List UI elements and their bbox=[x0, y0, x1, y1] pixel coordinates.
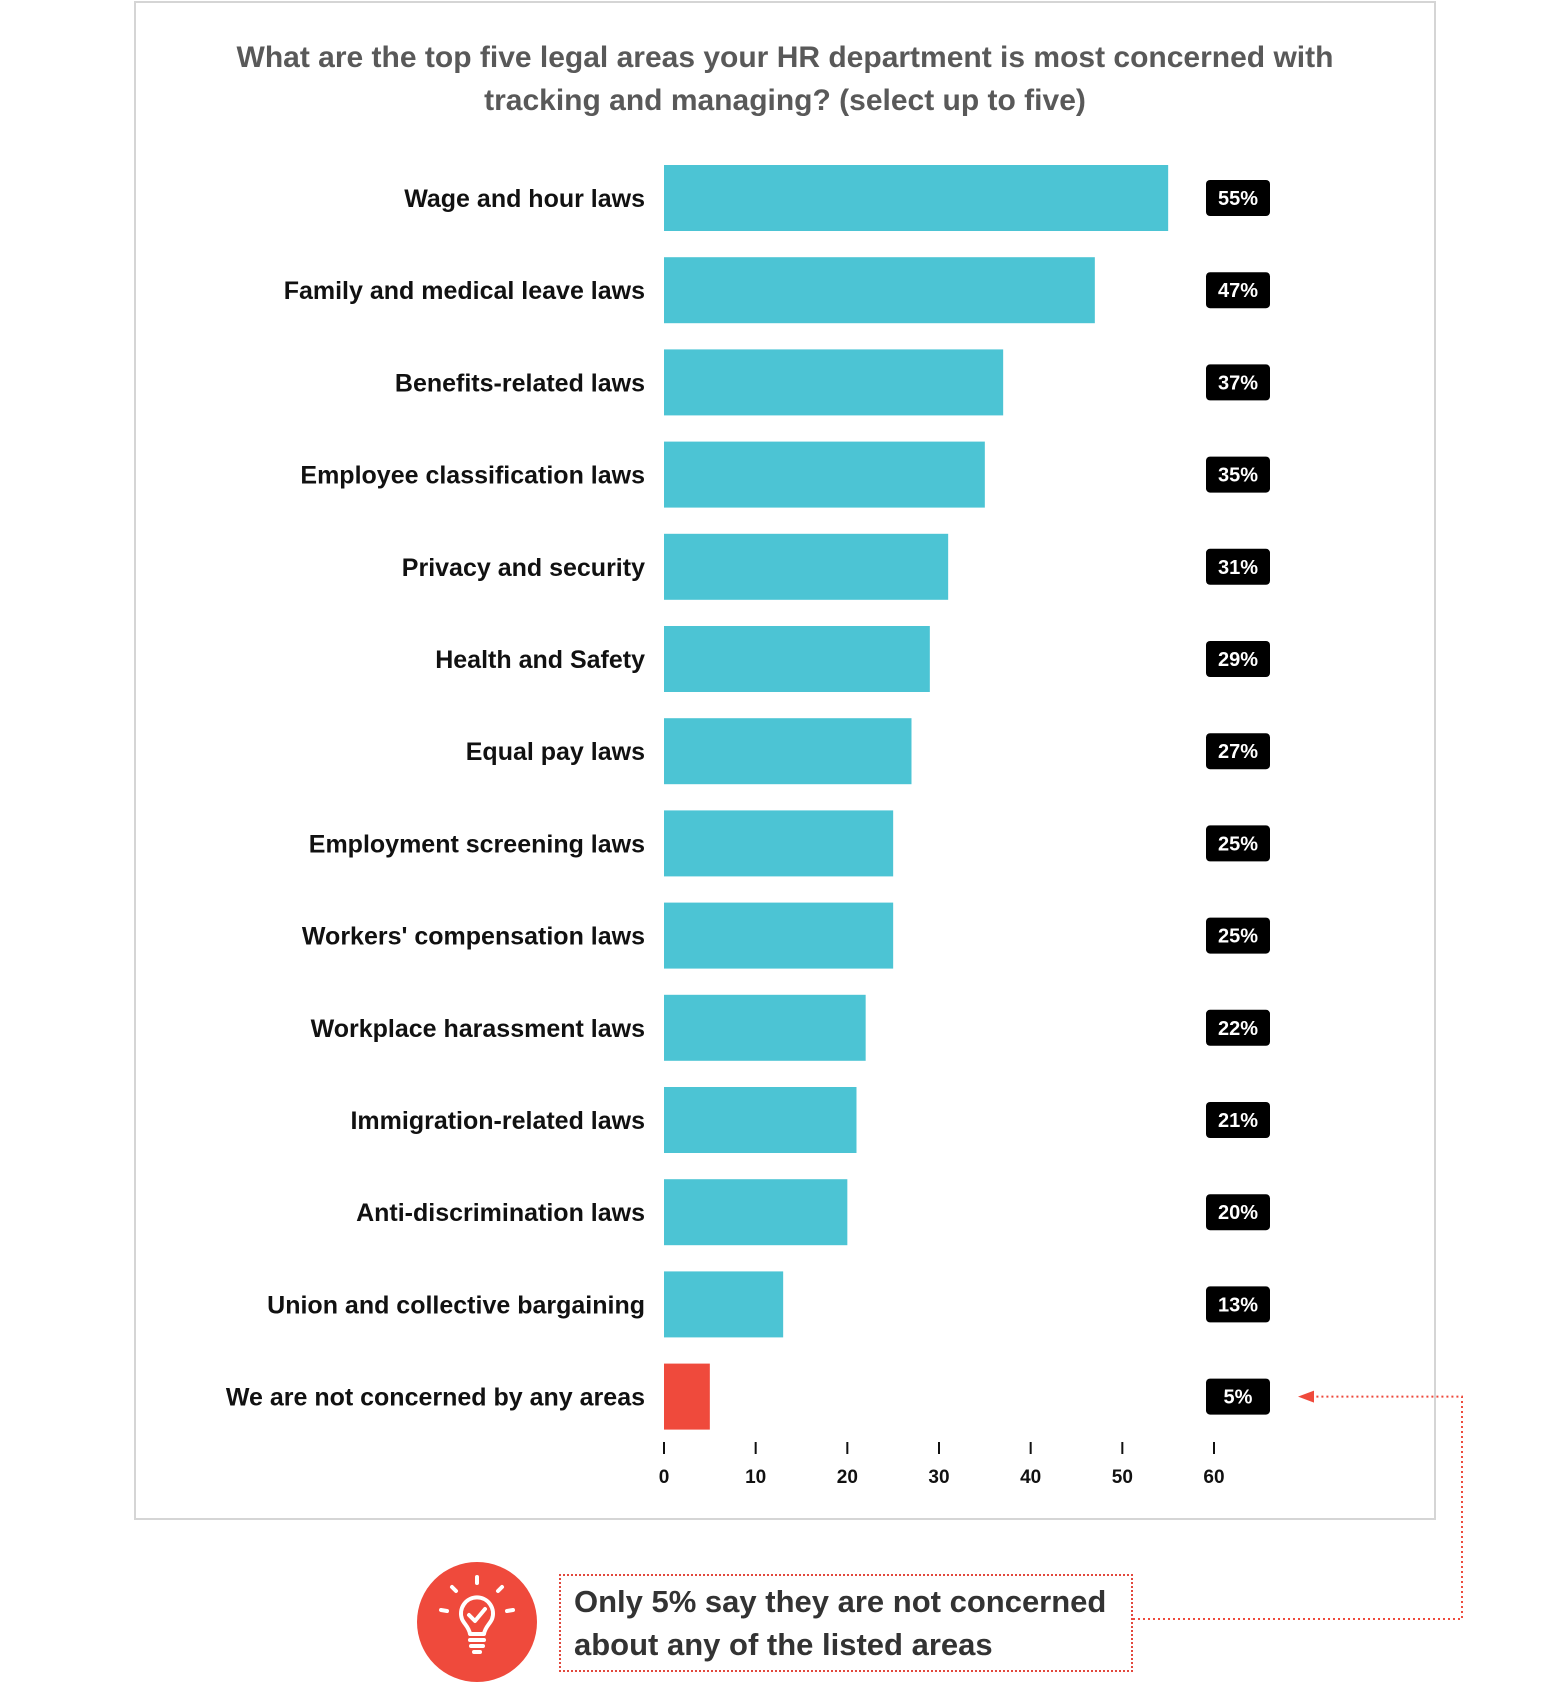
category-label: Union and collective bargaining bbox=[267, 1291, 645, 1319]
chart-title-line-2: tracking and managing? (select up to fiv… bbox=[484, 84, 1086, 117]
chart-title-line-1: What are the top five legal areas your H… bbox=[236, 41, 1334, 74]
category-label: We are not concerned by any areas bbox=[226, 1384, 645, 1412]
value-badge bbox=[1206, 272, 1270, 309]
category-label: Equal pay laws bbox=[466, 738, 645, 766]
category-label: Immigration-related laws bbox=[350, 1107, 645, 1135]
x-tick-label: 30 bbox=[928, 1467, 949, 1488]
value-labels-layer: 55% 47% 37% 35% 31% 29% 27% 25% 25% 22% 21% 20% 13% 5… bbox=[1206, 180, 1270, 1415]
value-label: 27% bbox=[1218, 741, 1258, 763]
category-label: Workplace harassment laws bbox=[311, 1015, 645, 1043]
value-label: 20% bbox=[1218, 1202, 1258, 1224]
x-tick-label: 60 bbox=[1203, 1467, 1224, 1488]
value-label: 5% bbox=[1224, 1387, 1253, 1409]
callout-box bbox=[559, 1574, 1133, 1672]
category-labels-layer: Wage and hour laws Family and medical lea… bbox=[226, 185, 645, 1412]
callout-line-1: Only 5% say they are not concerned bbox=[574, 1584, 1107, 1619]
bar-3 bbox=[664, 349, 1004, 416]
value-label: 21% bbox=[1218, 1110, 1258, 1132]
x-tick-label: 40 bbox=[1020, 1467, 1041, 1488]
category-label: Employment screening laws bbox=[309, 830, 645, 858]
value-label: 31% bbox=[1218, 557, 1258, 579]
value-badge bbox=[1206, 180, 1270, 216]
value-badge bbox=[1206, 1194, 1270, 1231]
bar-12 bbox=[664, 1179, 848, 1246]
value-badge bbox=[1206, 456, 1270, 493]
category-label: Workers' compensation laws bbox=[302, 923, 645, 951]
bar-11 bbox=[664, 1087, 857, 1153]
bar-10 bbox=[664, 994, 866, 1061]
value-badge bbox=[1206, 825, 1270, 862]
lightbulb-check-icon bbox=[417, 1562, 537, 1682]
bars-layer bbox=[664, 165, 1169, 1430]
bar-8 bbox=[664, 810, 894, 877]
x-tick-label: 10 bbox=[745, 1467, 766, 1488]
callout-line-2: about any of the listed areas bbox=[574, 1627, 993, 1662]
bar-5 bbox=[664, 533, 949, 600]
value-badge bbox=[1206, 548, 1270, 585]
value-badge bbox=[1206, 641, 1270, 677]
category-label: Employee classification laws bbox=[300, 462, 645, 490]
value-label: 47% bbox=[1218, 280, 1258, 302]
category-label: Wage and hour laws bbox=[404, 185, 645, 213]
x-tick-label: 20 bbox=[837, 1467, 858, 1488]
category-label: Privacy and security bbox=[402, 554, 645, 582]
value-label: 29% bbox=[1218, 649, 1258, 671]
bar-4 bbox=[664, 441, 985, 508]
category-label: Benefits-related laws bbox=[395, 369, 645, 397]
bar-2 bbox=[664, 257, 1095, 324]
x-tick-label: 0 bbox=[659, 1467, 670, 1488]
bar-6 bbox=[664, 626, 930, 692]
value-label: 55% bbox=[1218, 188, 1258, 210]
value-label: 13% bbox=[1218, 1294, 1258, 1316]
bar-7 bbox=[664, 718, 912, 785]
value-badge bbox=[1206, 733, 1270, 770]
value-label: 37% bbox=[1218, 372, 1258, 394]
category-label: Family and medical leave laws bbox=[284, 277, 645, 305]
value-badge bbox=[1206, 1286, 1270, 1323]
chart-title: What are the top five legal areas your H… bbox=[134, 36, 1436, 122]
value-label: 35% bbox=[1218, 465, 1258, 487]
category-label: Anti-discrimination laws bbox=[356, 1199, 645, 1227]
category-label: Health and Safety bbox=[435, 646, 645, 674]
value-badge bbox=[1206, 917, 1270, 954]
value-badge bbox=[1206, 1378, 1270, 1415]
callout-text: Only 5% say they are not concerned about… bbox=[574, 1580, 1134, 1666]
x-tick-label: 50 bbox=[1112, 1467, 1133, 1488]
callout-arrowhead bbox=[1298, 1390, 1314, 1403]
bar-9 bbox=[664, 902, 894, 969]
bar-1 bbox=[664, 165, 1169, 231]
bar-14 bbox=[664, 1363, 710, 1430]
value-label: 22% bbox=[1218, 1018, 1258, 1040]
value-label: 25% bbox=[1218, 833, 1258, 855]
value-badge bbox=[1206, 364, 1270, 401]
callout-connector bbox=[1133, 1390, 1463, 1620]
value-label: 25% bbox=[1218, 926, 1258, 948]
value-badge bbox=[1206, 1102, 1270, 1138]
callout-connector-line bbox=[1133, 1395, 1463, 1620]
x-axis: 0 10 20 30 40 50 60 bbox=[659, 1442, 1225, 1488]
value-badge bbox=[1206, 1009, 1270, 1046]
bar-13 bbox=[664, 1271, 784, 1338]
